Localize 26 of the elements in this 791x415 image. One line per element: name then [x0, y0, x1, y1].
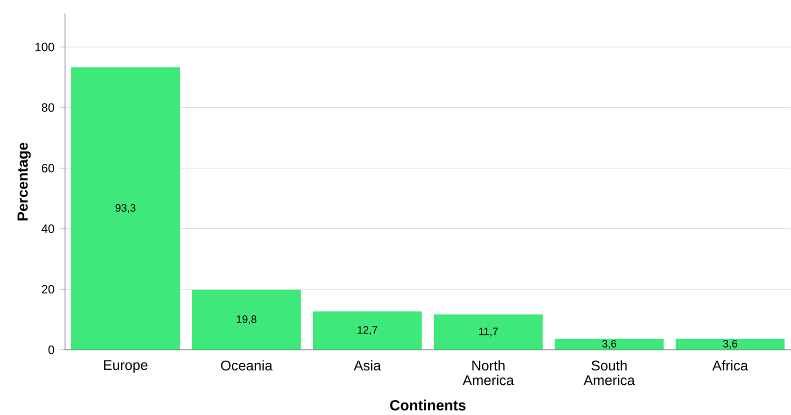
bar [554, 338, 664, 350]
bar [192, 290, 301, 350]
x-tick-label: South America [584, 360, 635, 386]
x-tick-label: Africa [712, 360, 748, 371]
y-tick-label: 60 [42, 164, 54, 172]
y-tick-label: 0 [48, 346, 54, 354]
bar [676, 338, 785, 350]
bar [312, 311, 422, 350]
x-tick-label: Europe [104, 360, 148, 373]
bar [434, 314, 543, 350]
data-label: 3,6 [723, 340, 738, 349]
data-label: 11,7 [479, 328, 498, 337]
y-axis-title: Percentage [18, 142, 31, 220]
data-label: 19,8 [236, 316, 256, 324]
y-tick-label: 100 [36, 42, 54, 52]
bar [71, 67, 180, 350]
y-tick-label: 80 [42, 103, 54, 112]
x-axis-title: Continents [390, 400, 466, 411]
x-tick-label: Asia [354, 360, 381, 371]
data-label: 3,6 [602, 340, 616, 349]
data-label: 12,7 [358, 326, 378, 336]
y-tick-label: 20 [42, 285, 54, 294]
x-tick-label: North America [462, 360, 514, 386]
x-tick-label: Oceania [221, 360, 273, 371]
y-tick-label: 40 [42, 224, 54, 234]
data-label: 93,3 [116, 204, 136, 214]
